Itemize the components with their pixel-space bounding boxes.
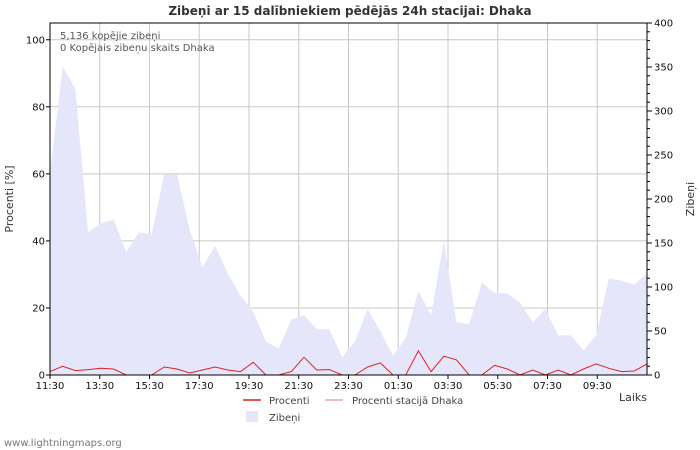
x-tick-label: 19:30 bbox=[235, 381, 264, 392]
legend-percent-label: Procenti bbox=[269, 396, 310, 407]
x-tick-label: 15:30 bbox=[135, 381, 164, 392]
x-tick-label: 03:30 bbox=[434, 381, 463, 392]
x-tick-label: 23:30 bbox=[334, 381, 363, 392]
left-axis-ticks: 0 20 40 60 80 100 bbox=[26, 35, 50, 382]
x-tick-label: 21:30 bbox=[284, 381, 313, 392]
chart-title: Zibeņi ar 15 dalībniekiem pēdējās 24h st… bbox=[168, 4, 531, 18]
x-tick-label: 05:30 bbox=[483, 381, 512, 392]
left-tick-label: 80 bbox=[32, 102, 45, 113]
strikes-area bbox=[50, 67, 647, 375]
right-tick-label: 350 bbox=[654, 63, 673, 74]
left-tick-label: 60 bbox=[32, 169, 45, 180]
x-tick-label: 13:30 bbox=[85, 381, 114, 392]
x-tick-label: 11:30 bbox=[36, 381, 65, 392]
right-tick-label: 400 bbox=[654, 19, 673, 30]
left-tick-label: 40 bbox=[32, 236, 45, 247]
left-tick-label: 0 bbox=[39, 371, 45, 382]
right-tick-label: 100 bbox=[654, 283, 673, 294]
right-tick-label: 150 bbox=[654, 239, 673, 250]
y-axis-left-label: Procenti [%] bbox=[3, 165, 16, 232]
right-tick-label: 50 bbox=[654, 327, 667, 338]
right-tick-label: 300 bbox=[654, 107, 673, 118]
legend-strikes-label: Zibeņi bbox=[269, 413, 300, 424]
strikes-area-layer bbox=[50, 67, 647, 375]
right-axis-ticks: 0 50 100 150 200 250 300 350 400 bbox=[647, 19, 673, 382]
legend: Procenti Procenti stacijā Dhaka Zibeņi bbox=[243, 396, 463, 424]
right-tick-label: 200 bbox=[654, 195, 673, 206]
x-axis-ticks: 11:30 13:30 15:30 17:30 19:30 21:30 23:30 01:30… bbox=[36, 375, 612, 392]
legend-strikes-swatch bbox=[246, 411, 258, 422]
right-tick-label: 250 bbox=[654, 151, 673, 162]
total-strikes-note: 5,136 kopējie zibeņi bbox=[60, 31, 160, 42]
y-axis-right-label: Zibeņi bbox=[684, 182, 697, 216]
x-tick-label: 09:30 bbox=[583, 381, 612, 392]
x-axis-label: Laiks bbox=[619, 391, 647, 404]
legend-percent-station-label: Procenti stacijā Dhaka bbox=[352, 396, 463, 407]
x-tick-label: 07:30 bbox=[533, 381, 562, 392]
x-tick-label: 17:30 bbox=[185, 381, 214, 392]
x-tick-label: 01:30 bbox=[384, 381, 413, 392]
left-tick-label: 20 bbox=[32, 303, 45, 314]
site-credit: www.lightningmaps.org bbox=[4, 438, 122, 449]
station-strikes-note: 0 Kopējais zibeņu skaits Dhaka bbox=[60, 43, 215, 54]
right-tick-label: 0 bbox=[654, 371, 660, 382]
left-tick-label: 100 bbox=[26, 35, 45, 46]
